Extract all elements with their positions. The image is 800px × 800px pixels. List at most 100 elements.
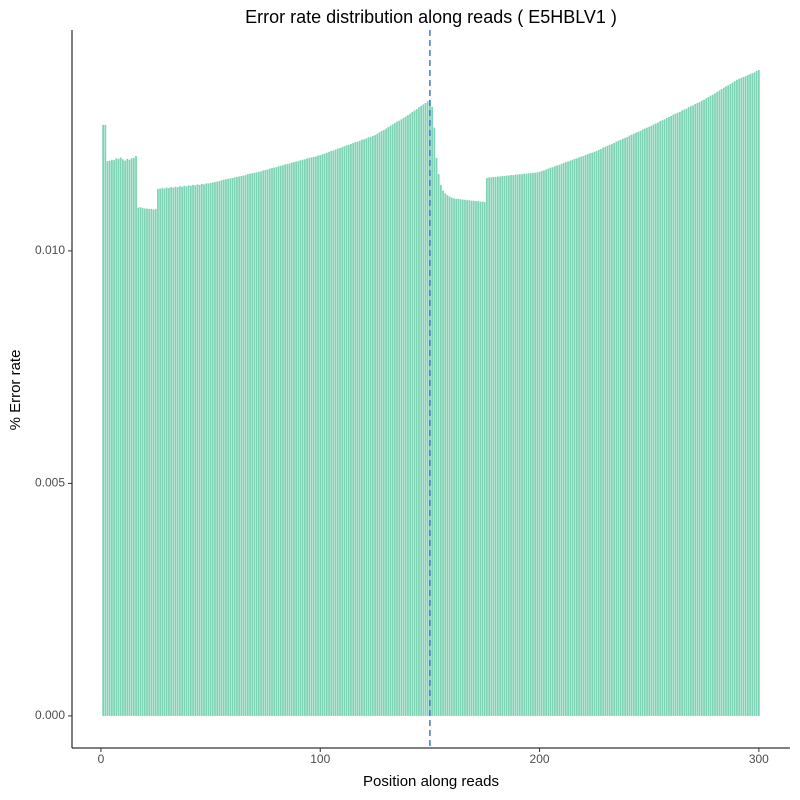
bar bbox=[168, 188, 170, 716]
bar bbox=[486, 177, 488, 716]
bar bbox=[393, 123, 396, 716]
bar bbox=[477, 201, 480, 716]
bar bbox=[630, 134, 633, 716]
bar bbox=[354, 142, 357, 716]
bar bbox=[233, 177, 236, 716]
bar bbox=[288, 163, 291, 716]
bar bbox=[648, 126, 651, 716]
bar bbox=[290, 162, 293, 716]
bar bbox=[122, 159, 124, 716]
bar bbox=[275, 167, 278, 716]
bar bbox=[744, 76, 747, 716]
bar bbox=[516, 174, 519, 716]
bar bbox=[617, 140, 620, 716]
bar bbox=[424, 103, 427, 716]
bar bbox=[396, 121, 398, 716]
bar bbox=[751, 73, 754, 716]
bar bbox=[332, 150, 335, 716]
bar bbox=[718, 90, 721, 716]
bar bbox=[575, 158, 578, 716]
bar bbox=[668, 116, 670, 716]
bar bbox=[505, 175, 508, 716]
bar bbox=[308, 157, 311, 716]
bar bbox=[238, 176, 240, 716]
bar bbox=[657, 122, 659, 716]
bar bbox=[435, 157, 438, 716]
bar bbox=[382, 129, 385, 716]
bar bbox=[367, 137, 370, 716]
bar bbox=[236, 176, 238, 716]
bar bbox=[117, 158, 120, 716]
bar bbox=[556, 165, 558, 716]
bar bbox=[639, 130, 642, 716]
y-tick-label: 0.010 bbox=[35, 243, 65, 257]
bar bbox=[757, 69, 760, 716]
bar bbox=[468, 200, 471, 716]
bar bbox=[457, 198, 460, 716]
bar bbox=[398, 120, 401, 716]
bar bbox=[260, 171, 262, 716]
bar bbox=[211, 182, 214, 716]
bar bbox=[685, 108, 688, 716]
bar bbox=[378, 132, 381, 716]
bar bbox=[247, 174, 249, 716]
bar bbox=[187, 185, 190, 716]
bar bbox=[569, 160, 572, 716]
bar bbox=[192, 184, 194, 716]
bar bbox=[501, 176, 504, 716]
bar bbox=[374, 135, 376, 716]
bar bbox=[181, 186, 183, 716]
bar bbox=[494, 176, 497, 716]
bar bbox=[172, 187, 175, 716]
bar bbox=[637, 131, 640, 716]
bar bbox=[130, 158, 133, 716]
bar bbox=[703, 99, 705, 716]
bar bbox=[198, 184, 201, 716]
bar bbox=[400, 119, 403, 716]
bar bbox=[747, 75, 749, 716]
bar bbox=[753, 72, 756, 716]
bar bbox=[696, 103, 699, 716]
bar bbox=[323, 153, 326, 716]
bar bbox=[113, 160, 115, 716]
bar bbox=[244, 175, 247, 716]
bar bbox=[582, 156, 585, 716]
bar bbox=[437, 174, 440, 716]
bar bbox=[514, 174, 517, 716]
bar bbox=[273, 167, 276, 716]
bar bbox=[418, 107, 420, 716]
bar bbox=[679, 111, 681, 716]
bar bbox=[628, 135, 631, 716]
bar bbox=[450, 197, 453, 716]
bar bbox=[426, 101, 429, 716]
bar bbox=[549, 167, 552, 716]
bar bbox=[507, 175, 510, 716]
bar bbox=[286, 163, 289, 716]
y-tick-label: 0.005 bbox=[35, 476, 65, 490]
bar bbox=[591, 152, 594, 716]
bar bbox=[641, 129, 644, 716]
bar bbox=[372, 136, 374, 716]
bar bbox=[227, 178, 230, 716]
bar bbox=[525, 173, 528, 716]
bar bbox=[225, 179, 227, 716]
bar bbox=[466, 200, 469, 716]
bar bbox=[207, 183, 210, 716]
bar bbox=[104, 124, 107, 716]
bar bbox=[593, 151, 596, 716]
bar bbox=[352, 143, 355, 716]
bar bbox=[602, 147, 605, 716]
bar bbox=[700, 100, 703, 716]
bar bbox=[415, 109, 418, 716]
bar bbox=[738, 78, 740, 716]
bar bbox=[534, 172, 537, 716]
bar bbox=[257, 171, 260, 716]
bar bbox=[584, 155, 587, 716]
bar bbox=[152, 209, 155, 716]
bar bbox=[124, 160, 126, 716]
bar bbox=[694, 103, 697, 716]
bar bbox=[749, 74, 751, 716]
bar bbox=[733, 81, 736, 716]
bar bbox=[209, 182, 212, 716]
bar bbox=[343, 146, 346, 716]
